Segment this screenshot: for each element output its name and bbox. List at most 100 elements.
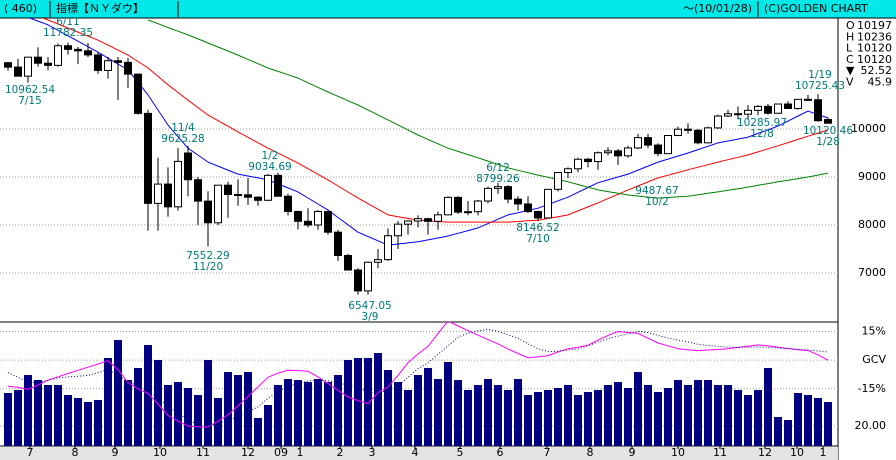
candle-body <box>694 129 702 144</box>
volume-bar <box>464 390 472 446</box>
candle-body <box>444 196 452 216</box>
candle-body <box>774 103 782 114</box>
candle-body <box>374 259 382 263</box>
candle-body <box>354 269 362 292</box>
candle-body <box>764 105 772 114</box>
candle-body <box>464 211 472 214</box>
x-tick-label: 1 <box>820 446 827 459</box>
gcv-line <box>7 328 829 427</box>
candle-body <box>54 45 62 66</box>
candle-body <box>184 152 192 181</box>
candle-body <box>174 160 182 208</box>
x-tick-label: 10 <box>790 446 804 459</box>
volume-bar <box>284 379 292 446</box>
volume-bar <box>384 370 392 446</box>
header-title: 指標【ＮＹダウ】 <box>56 1 144 15</box>
volume-bar <box>24 375 32 446</box>
volume-bar <box>774 417 782 446</box>
info-value: 10120 <box>857 53 892 66</box>
candle-body <box>494 186 502 189</box>
volume-bar <box>444 362 452 446</box>
volume-bar <box>794 393 802 446</box>
volume-bar <box>644 385 652 446</box>
header-copyright: (C)GOLDEN CHART <box>764 2 868 15</box>
annotation-value: 10725.43 <box>795 80 845 92</box>
candle-body <box>484 187 492 202</box>
price-panel <box>0 18 838 295</box>
info-key: H <box>846 30 854 43</box>
candle-body <box>124 61 132 75</box>
volume-bar <box>614 382 622 446</box>
annotation-date: 11/20 <box>193 261 223 273</box>
volume-bar <box>424 368 432 446</box>
info-value: 10197 <box>857 19 892 32</box>
lower-panel <box>0 322 838 446</box>
candle-body <box>24 56 32 77</box>
volume-bar <box>394 382 402 446</box>
volume-bar <box>524 395 532 446</box>
x-tick-label: 9 <box>112 446 119 459</box>
candle-body <box>454 196 462 213</box>
volume-bar <box>274 385 282 446</box>
volume-bar <box>674 380 682 446</box>
candle-body <box>64 45 72 50</box>
volume-bar <box>354 358 362 446</box>
volume-bar <box>554 388 562 446</box>
volume-bar <box>114 340 122 446</box>
candle-body <box>644 137 652 146</box>
candle-body <box>744 109 752 115</box>
volume-bar <box>74 398 82 446</box>
volume-bar <box>734 390 742 446</box>
volume-bar <box>824 402 832 446</box>
volume-bar <box>544 390 552 446</box>
volume-bar <box>244 372 252 446</box>
annotation-date: 11/4 <box>171 122 195 134</box>
volume-bar <box>374 353 382 446</box>
candle-body <box>394 223 402 237</box>
y-tick-label: 8000 <box>858 218 886 231</box>
volume-bar <box>514 379 522 446</box>
volume-bar <box>474 385 482 446</box>
volume-bar <box>14 390 22 446</box>
info-key: O <box>846 19 855 32</box>
volume-bar <box>144 345 152 446</box>
annotation-value: 6547.05 <box>348 300 391 312</box>
volume-bar <box>764 368 772 446</box>
moving-average <box>41 18 829 223</box>
x-tick-label: 8 <box>587 446 594 459</box>
annotation-value: 10120.46 <box>803 125 853 137</box>
x-tick-label: 10 <box>671 446 685 459</box>
volume-tick-label: 20.00 <box>855 419 887 432</box>
volume-bar <box>404 390 412 446</box>
annotation-value: 9034.69 <box>248 161 291 173</box>
candle-body <box>134 73 142 114</box>
volume-bar <box>564 385 572 446</box>
candle-body <box>414 218 422 222</box>
moving-average <box>147 19 829 199</box>
annotation-date: 6/11 <box>56 16 80 28</box>
candle-body <box>294 211 302 222</box>
candle-body <box>584 158 592 163</box>
annotation-value: 7552.29 <box>186 250 229 262</box>
candle-body <box>724 113 732 117</box>
candle-body <box>674 128 682 137</box>
candle-body <box>824 119 832 124</box>
candle-body <box>664 135 672 155</box>
volume-bar <box>184 388 192 446</box>
candle-body <box>144 112 152 204</box>
candle-body <box>44 62 52 66</box>
candle-body <box>324 211 332 233</box>
volume-bar <box>84 402 92 446</box>
volume-bar <box>724 385 732 446</box>
volume-bar <box>154 360 162 446</box>
annotation-date: 1/2 <box>262 150 279 162</box>
candle-body <box>434 214 442 222</box>
candle-body <box>714 115 722 129</box>
candle-body <box>334 231 342 256</box>
volume-bar <box>104 358 112 446</box>
candle-body <box>614 150 622 157</box>
candle-body <box>564 168 572 174</box>
gcv-tick-label: -15% <box>858 382 886 395</box>
annotation-date: 6/12 <box>486 162 510 174</box>
